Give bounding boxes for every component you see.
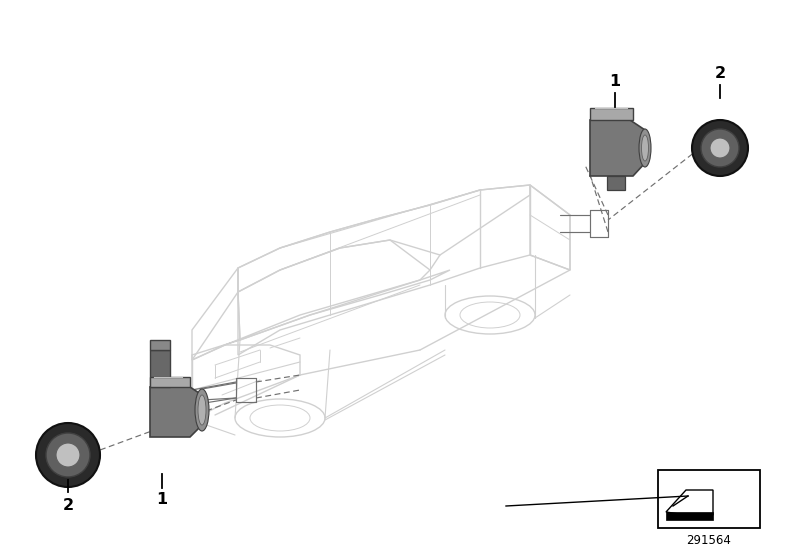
Ellipse shape bbox=[692, 120, 748, 176]
Ellipse shape bbox=[701, 129, 739, 167]
Polygon shape bbox=[590, 108, 633, 120]
Ellipse shape bbox=[639, 129, 651, 167]
Text: 1: 1 bbox=[610, 74, 621, 90]
Ellipse shape bbox=[710, 138, 730, 158]
Ellipse shape bbox=[56, 443, 80, 467]
Bar bbox=[658, 470, 760, 528]
Polygon shape bbox=[666, 490, 713, 515]
Polygon shape bbox=[150, 340, 170, 350]
Ellipse shape bbox=[198, 395, 206, 425]
Polygon shape bbox=[150, 350, 170, 387]
Polygon shape bbox=[607, 176, 625, 190]
Polygon shape bbox=[150, 377, 190, 387]
Text: 2: 2 bbox=[62, 497, 74, 512]
Text: 1: 1 bbox=[157, 492, 167, 507]
Ellipse shape bbox=[195, 389, 209, 431]
Polygon shape bbox=[150, 387, 202, 437]
Polygon shape bbox=[666, 512, 713, 520]
Ellipse shape bbox=[642, 135, 649, 161]
Text: 2: 2 bbox=[714, 67, 726, 82]
Ellipse shape bbox=[36, 423, 100, 487]
Ellipse shape bbox=[46, 433, 90, 477]
Polygon shape bbox=[590, 120, 645, 176]
Text: 291564: 291564 bbox=[686, 534, 731, 547]
